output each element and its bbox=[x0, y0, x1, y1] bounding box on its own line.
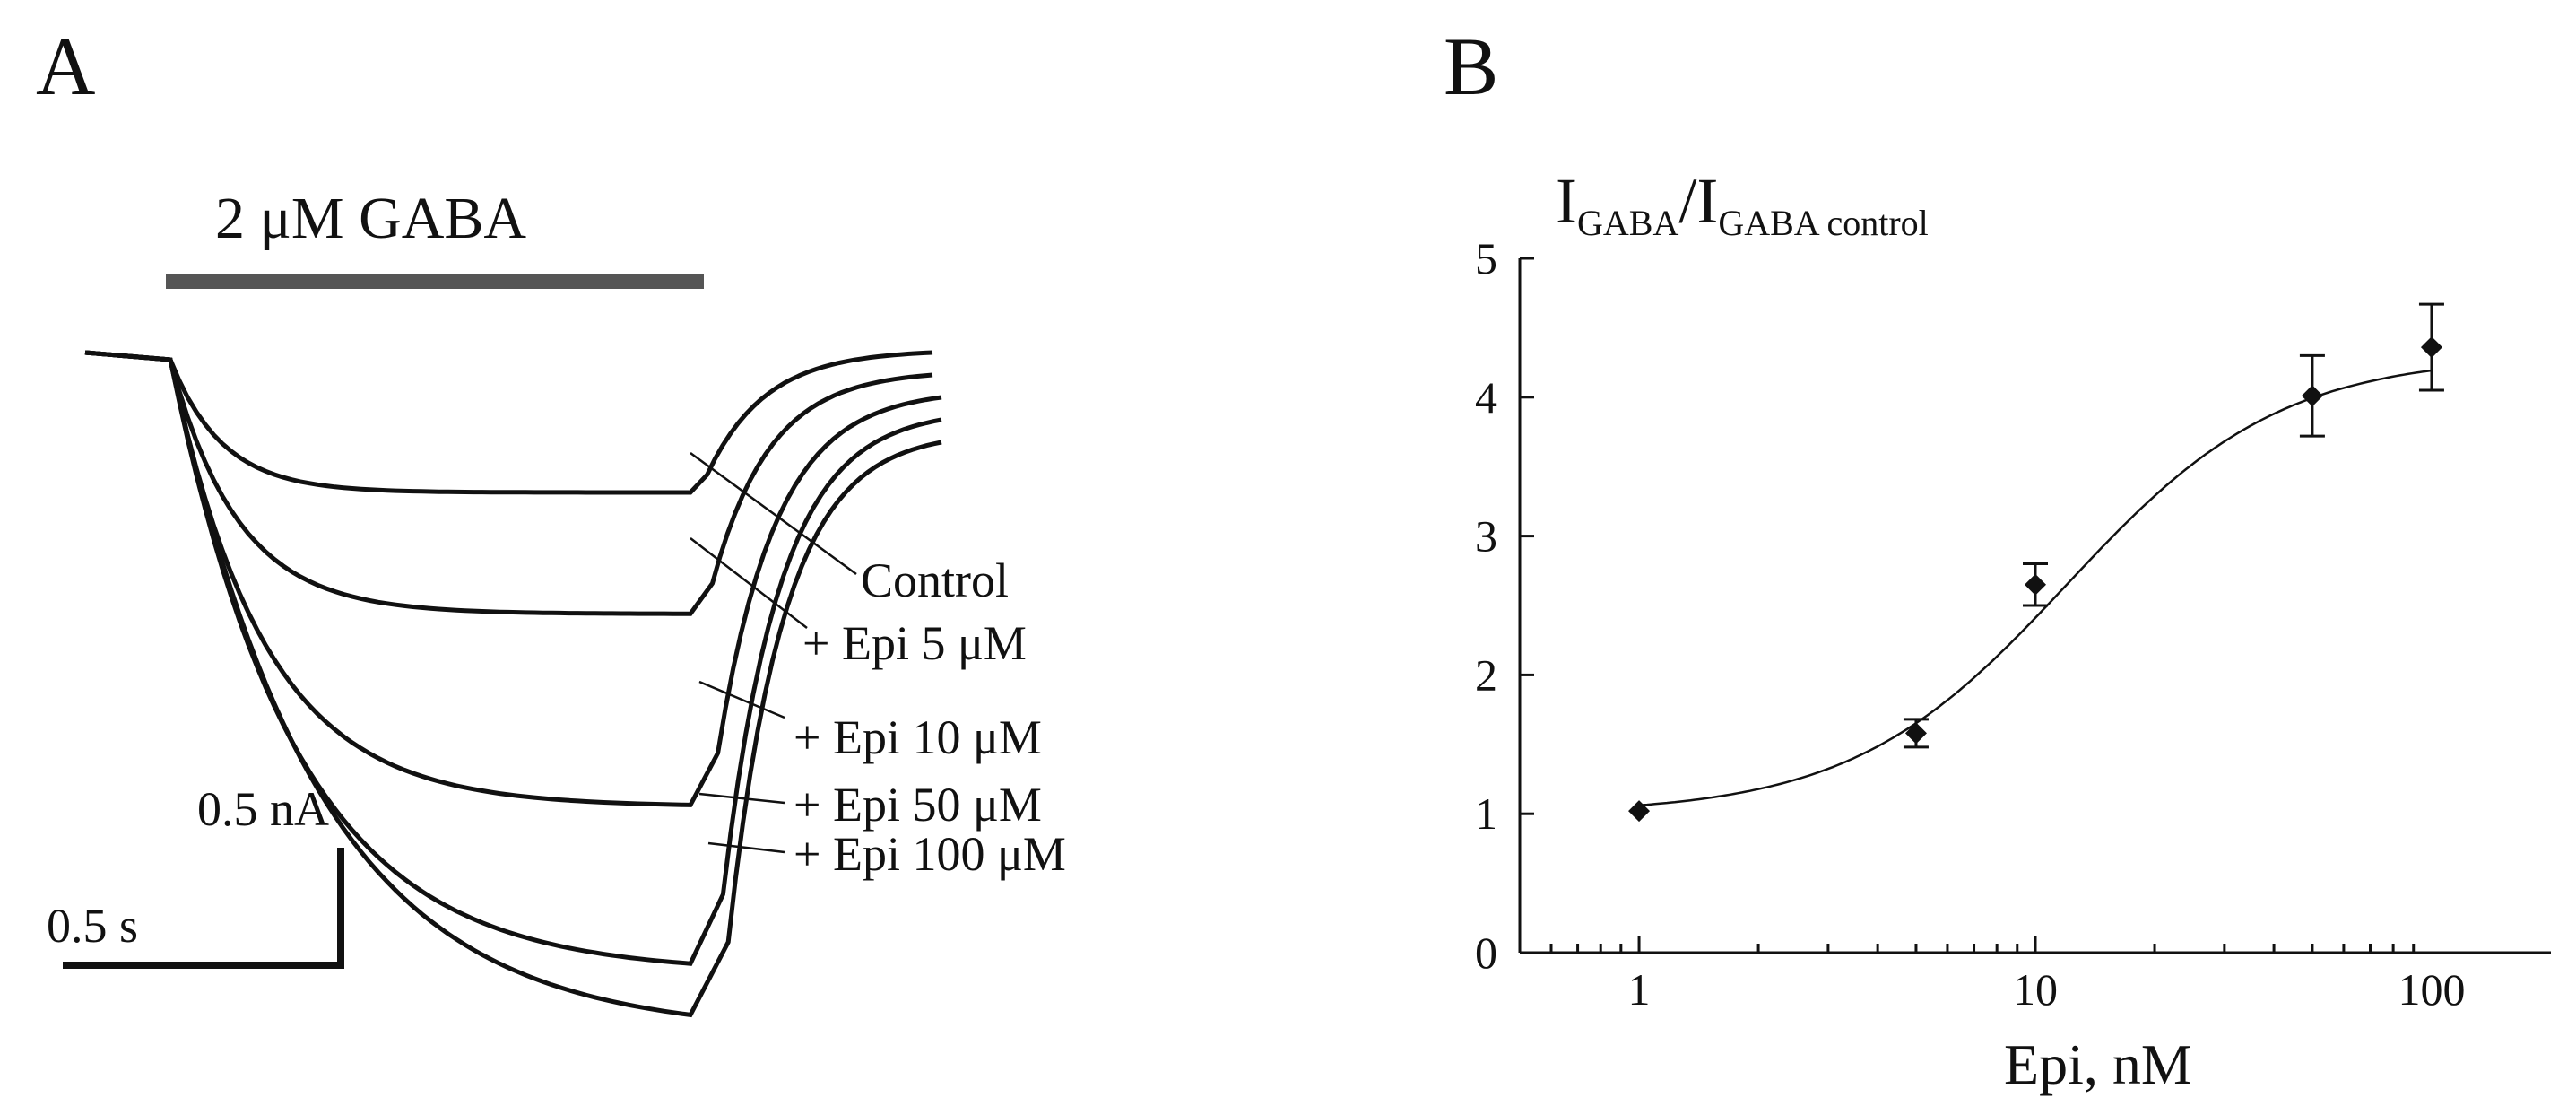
trace-labels: Control + Epi 5 μM + Epi 10 μM + Epi 50 μM+… bbox=[794, 553, 1066, 881]
trace-label-4: + Epi 50 μM bbox=[794, 778, 1042, 832]
trace-label-1: Control bbox=[861, 553, 1009, 607]
y-tick-label: 0 bbox=[1475, 928, 1497, 978]
trace-2 bbox=[84, 350, 933, 616]
trace-1 bbox=[84, 350, 933, 495]
trace-leader-4 bbox=[698, 792, 785, 805]
y-tick-label: 4 bbox=[1475, 372, 1497, 422]
trace-leader-lines bbox=[690, 451, 857, 854]
y-tick-label: 5 bbox=[1475, 233, 1497, 283]
data-points bbox=[1628, 302, 2444, 823]
data-point bbox=[2420, 336, 2442, 359]
trace-leader-2 bbox=[690, 537, 808, 629]
fit-curve-group bbox=[1638, 369, 2433, 807]
panel-a: A 2 μM GABA Control + Epi 5 μM + Epi 10 μM… bbox=[36, 21, 1066, 1018]
panel-b: B IGABA/IGABA control 0 1 2 3 4 5 1 10 100 Epi,… bbox=[1444, 21, 2551, 1096]
x-ticks: 1 10 100 bbox=[1518, 936, 2465, 1015]
scale-bar: 0.5 nA 0.5 s bbox=[47, 782, 344, 969]
x-tick-label: 10 bbox=[2013, 964, 2058, 1015]
trace-leader-1 bbox=[690, 451, 857, 576]
y-tick-label: 2 bbox=[1475, 649, 1497, 700]
scale-bar-current-label: 0.5 nA bbox=[197, 782, 329, 836]
data-point bbox=[2025, 573, 2046, 596]
scale-bar-time-label: 0.5 s bbox=[47, 899, 138, 953]
trace-leader-5 bbox=[707, 841, 785, 854]
scale-bar-lines bbox=[63, 848, 344, 969]
panel-b-label: B bbox=[1444, 21, 1498, 112]
x-tick-label: 100 bbox=[2398, 964, 2465, 1015]
trace-leader-3 bbox=[698, 680, 785, 719]
panel-a-label: A bbox=[36, 21, 95, 112]
trace-5 bbox=[84, 350, 942, 1018]
y-tick-label: 3 bbox=[1475, 511, 1497, 562]
y-tick-label: 1 bbox=[1475, 788, 1497, 839]
gaba-application-bar bbox=[166, 274, 704, 289]
current-traces bbox=[84, 350, 942, 1018]
data-point bbox=[2301, 385, 2323, 407]
gaba-application-label: 2 μM GABA bbox=[215, 186, 526, 251]
y-axis-title: IGABA/IGABA control bbox=[1556, 165, 1929, 243]
data-point bbox=[1628, 800, 1651, 823]
x-tick-label: 1 bbox=[1628, 964, 1651, 1015]
trace-label-3: + Epi 10 μM bbox=[794, 710, 1042, 764]
trace-label-5: + Epi 100 μM bbox=[794, 827, 1066, 881]
x-axis-title: Epi, nM bbox=[2004, 1032, 2192, 1096]
fit-curve bbox=[1638, 369, 2433, 807]
trace-3 bbox=[84, 350, 942, 807]
y-ticks: 0 1 2 3 4 5 bbox=[1475, 233, 1534, 978]
data-point bbox=[1904, 722, 1927, 745]
trace-label-2: + Epi 5 μM bbox=[802, 616, 1027, 670]
